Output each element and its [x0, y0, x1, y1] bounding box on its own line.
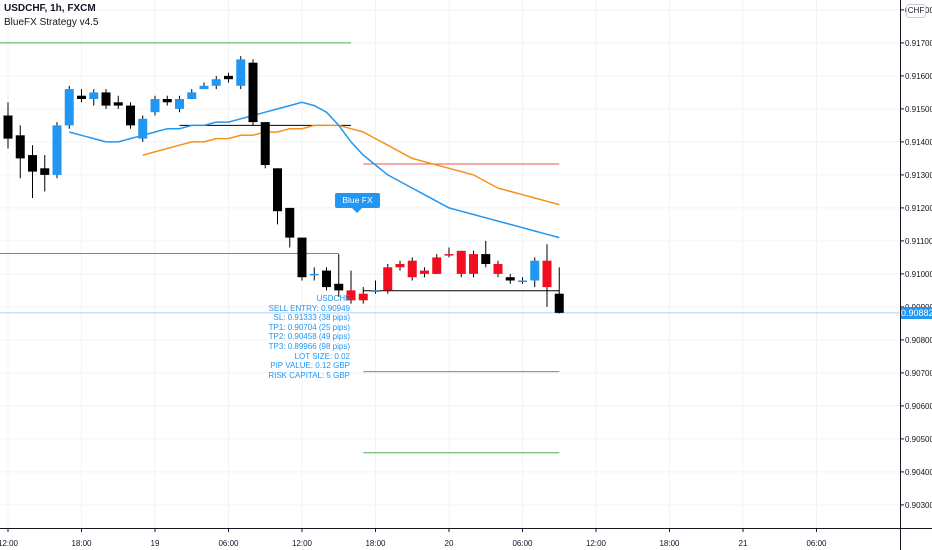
x-tick-label: 12:00	[292, 539, 313, 548]
current-price-tag: 0.90882	[901, 306, 932, 319]
candle-body[interactable]	[383, 267, 393, 291]
y-tick-label: 0.91300	[905, 171, 932, 180]
candle-body[interactable]	[28, 155, 37, 172]
trade-info-line: USDCHF	[316, 294, 350, 303]
candle-body[interactable]	[285, 207, 295, 238]
candle-body[interactable]	[346, 290, 356, 301]
candle-body[interactable]	[211, 79, 221, 86]
y-tick-label: 0.90700	[905, 369, 932, 378]
candle-body[interactable]	[530, 260, 540, 281]
candle-body[interactable]	[40, 168, 50, 175]
candle-body[interactable]	[89, 92, 99, 99]
y-tick-label: 0.90400	[905, 468, 932, 477]
candle-body[interactable]	[101, 92, 111, 106]
y-tick-label: 0.90800	[905, 336, 932, 345]
candle-body[interactable]	[309, 273, 319, 276]
y-tick-label: 0.91400	[905, 138, 932, 147]
candle-body[interactable]	[518, 280, 527, 283]
candle-body[interactable]	[481, 254, 491, 264]
candle-body[interactable]	[260, 122, 270, 165]
x-tick-label: 19	[151, 539, 160, 548]
trade-info-line: RISK CAPITAL: 5 GBP	[268, 370, 350, 380]
sell-signal-label: Blue FX Sell	[335, 193, 380, 220]
x-tick-label: 06:00	[512, 539, 533, 548]
trade-info-box: USDCHF SELL ENTRY: 0.90949 SL: 0.91333 (38…	[268, 294, 350, 380]
y-tick-label: 0.91500	[905, 105, 932, 114]
candle-body[interactable]	[199, 85, 209, 90]
candle-body[interactable]	[358, 293, 368, 301]
candle-body[interactable]	[444, 254, 454, 256]
trade-info-line: TP3: 0.89966 (98 pips)	[268, 341, 350, 351]
y-tick-label: 0.91100	[905, 237, 932, 246]
y-tick-label: 0.91200	[905, 204, 932, 213]
candle-body[interactable]	[162, 99, 172, 103]
indicator-name: BlueFX Strategy v4.5	[4, 17, 99, 28]
candle-body[interactable]	[334, 283, 344, 291]
candle-body[interactable]	[3, 115, 13, 139]
y-tick-label: 0.90300	[905, 501, 932, 510]
candle-body[interactable]	[236, 59, 246, 86]
x-tick-label: 21	[739, 539, 748, 548]
x-tick-label: 06:00	[218, 539, 239, 548]
candle-body[interactable]	[273, 168, 282, 212]
x-tick-label: 18:00	[365, 539, 386, 548]
x-tick-label: 18:00	[71, 539, 92, 548]
chart-symbol-title: USDCHF, 1h, FXCM	[4, 3, 96, 14]
candle-body[interactable]	[554, 293, 564, 313]
candle-body[interactable]	[420, 270, 429, 274]
candle-body[interactable]	[126, 105, 135, 126]
candle-body[interactable]	[297, 237, 307, 278]
x-tick-label: 06:00	[806, 539, 827, 548]
x-tick-label: 20	[445, 539, 454, 548]
trade-info-line: SL: 0.91333 (38 pips)	[273, 313, 351, 323]
candle-body[interactable]	[64, 89, 74, 126]
candle-body[interactable]	[150, 99, 160, 113]
candle-body[interactable]	[224, 75, 233, 80]
candle-body[interactable]	[469, 254, 478, 274]
candle-body[interactable]	[52, 125, 62, 175]
candle-body[interactable]	[371, 290, 380, 292]
candle-body[interactable]	[77, 95, 86, 99]
trade-info-line: SELL ENTRY: 0.90949	[268, 303, 350, 313]
slow-moving-average-line	[142, 124, 560, 206]
candle-body[interactable]	[113, 102, 123, 106]
candle-body[interactable]	[15, 135, 25, 159]
y-tick-label: 0.90500	[905, 435, 932, 444]
candle-body[interactable]	[187, 92, 197, 99]
y-tick-label: 0.90600	[905, 402, 932, 411]
y-tick-label: 0.91000	[905, 270, 932, 279]
currency-badge[interactable]: CHF	[906, 4, 926, 18]
x-tick-label: 12:00	[0, 539, 19, 548]
trade-info-line: TP1: 0.90704 (25 pips)	[268, 322, 350, 332]
candle-body[interactable]	[493, 264, 503, 274]
candle-body[interactable]	[456, 250, 466, 274]
sell-signal-arrow-icon	[352, 208, 362, 213]
candle-body[interactable]	[175, 99, 184, 109]
trade-info-line: PIP VALUE: 0.12 GBP	[270, 361, 350, 371]
trade-info-line: TP2: 0.90458 (49 pips)	[268, 332, 350, 342]
y-tick-label: 0.91600	[905, 72, 932, 81]
candle-body[interactable]	[505, 277, 515, 281]
trade-info-line: LOT SIZE: 0.02	[294, 351, 350, 361]
candle-body[interactable]	[248, 62, 258, 123]
y-tick-label: 0.91700	[905, 39, 932, 48]
candle-body[interactable]	[138, 118, 148, 139]
candle-body[interactable]	[432, 257, 442, 274]
candle-body[interactable]	[542, 260, 552, 288]
candle-body[interactable]	[322, 270, 331, 288]
x-tick-label: 12:00	[586, 539, 607, 548]
x-tick-label: 18:00	[659, 539, 680, 548]
fast-moving-average-line	[69, 101, 560, 239]
candle-body[interactable]	[395, 264, 405, 268]
candle-body[interactable]	[407, 260, 417, 278]
